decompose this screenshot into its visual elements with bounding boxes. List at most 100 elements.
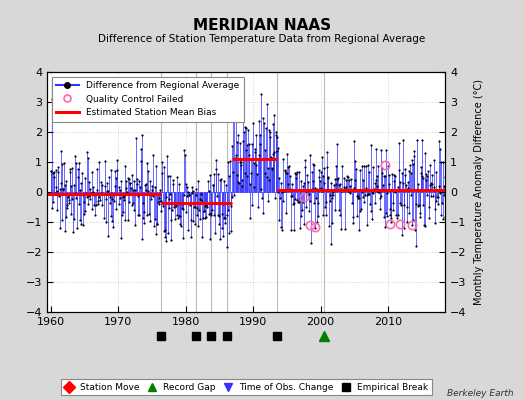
Point xyxy=(214,221,223,228)
Point xyxy=(441,174,450,180)
Point xyxy=(86,186,94,192)
Point xyxy=(311,184,319,191)
Point xyxy=(366,200,374,207)
Point xyxy=(343,173,351,179)
Point xyxy=(149,152,158,158)
Point xyxy=(98,182,106,188)
Point xyxy=(420,222,428,228)
Point xyxy=(287,227,295,233)
Point xyxy=(281,166,289,173)
Point xyxy=(220,215,228,221)
Point xyxy=(171,201,179,208)
Point xyxy=(341,226,350,233)
Point xyxy=(272,132,280,138)
Point xyxy=(323,164,332,170)
Point xyxy=(89,188,97,195)
Point xyxy=(195,196,204,202)
Point xyxy=(89,184,97,190)
Point xyxy=(115,187,124,194)
Point xyxy=(425,182,434,188)
Point xyxy=(424,204,433,210)
Point xyxy=(100,183,108,189)
Point xyxy=(301,157,309,163)
Point xyxy=(370,186,378,192)
Point xyxy=(283,151,291,158)
Point xyxy=(395,140,403,146)
Point xyxy=(102,196,110,203)
Point xyxy=(59,186,68,192)
Point xyxy=(231,155,239,162)
Point xyxy=(180,192,188,198)
Point xyxy=(182,209,190,216)
Point xyxy=(68,196,77,202)
Point xyxy=(173,174,181,180)
Point xyxy=(160,164,168,170)
Point xyxy=(160,227,169,234)
Point xyxy=(106,167,115,174)
Point xyxy=(117,178,126,184)
Point xyxy=(137,158,145,164)
Point xyxy=(83,155,92,161)
Point xyxy=(287,192,296,199)
Point xyxy=(306,198,314,204)
Point xyxy=(132,187,140,193)
Point xyxy=(363,192,372,198)
Point xyxy=(406,162,414,168)
Point xyxy=(95,159,104,166)
Point xyxy=(108,196,117,202)
Point xyxy=(248,201,256,208)
Point xyxy=(291,170,299,176)
Point xyxy=(383,190,391,196)
Point xyxy=(59,186,67,192)
Point xyxy=(141,187,150,193)
Point xyxy=(358,188,366,195)
Point xyxy=(193,212,201,218)
Point xyxy=(378,165,387,171)
Point xyxy=(151,231,160,238)
Point xyxy=(229,169,237,175)
Point xyxy=(48,96,56,102)
Point xyxy=(60,160,68,166)
Point xyxy=(385,172,394,178)
Point xyxy=(138,200,147,206)
Point xyxy=(427,179,435,186)
Point xyxy=(313,218,321,225)
Point xyxy=(240,129,248,136)
Point xyxy=(302,189,310,196)
Point xyxy=(114,190,122,197)
Point xyxy=(161,194,170,200)
Point xyxy=(296,225,304,231)
Point xyxy=(259,210,267,216)
Point xyxy=(352,166,360,173)
Point xyxy=(437,159,445,166)
Point xyxy=(51,190,59,196)
Point xyxy=(434,201,442,208)
Point xyxy=(367,142,375,148)
Point xyxy=(323,148,331,155)
Point xyxy=(411,243,420,249)
Point xyxy=(74,200,83,207)
Point xyxy=(242,125,250,132)
Point xyxy=(173,214,182,221)
Point xyxy=(377,193,386,200)
Point xyxy=(333,176,341,182)
Point xyxy=(171,216,180,222)
Point xyxy=(224,159,232,166)
Point xyxy=(314,213,322,219)
Point xyxy=(381,210,390,216)
Point xyxy=(247,156,255,162)
Point xyxy=(405,168,413,174)
Point xyxy=(276,195,284,201)
Point xyxy=(239,138,247,144)
Point xyxy=(278,189,286,195)
Point xyxy=(303,172,311,179)
Point xyxy=(166,191,174,197)
Point xyxy=(380,214,388,220)
Point xyxy=(348,220,357,227)
Point xyxy=(179,235,187,241)
Point xyxy=(73,224,81,231)
Point xyxy=(304,208,313,214)
Text: Difference of Station Temperature Data from Regional Average: Difference of Station Temperature Data f… xyxy=(99,34,425,44)
Point xyxy=(383,213,391,220)
Point xyxy=(234,179,242,186)
